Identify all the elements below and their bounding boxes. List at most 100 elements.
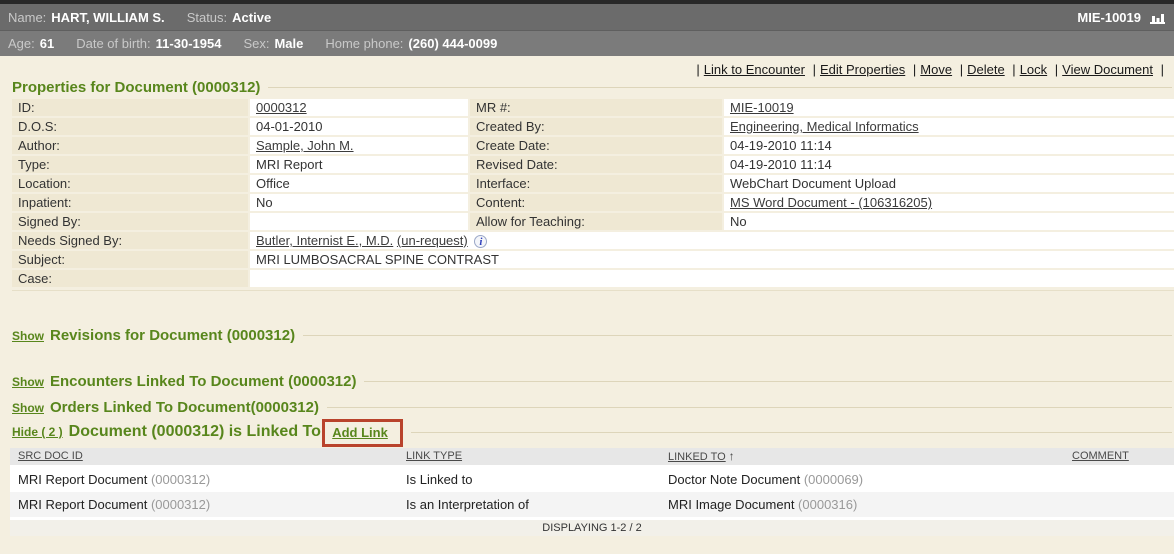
dob-value: 11-30-1954 (155, 36, 222, 51)
properties-section: Properties for Document (0000312) ID: 00… (12, 79, 1174, 291)
prop-value-needs-signed-by: Butler, Internist E., M.D. (un-request) … (250, 232, 1174, 249)
properties-section-head: Properties for Document (0000312) (12, 79, 1174, 96)
show-orders-link[interactable]: Show (12, 400, 44, 415)
prop-label-allow-teaching: Allow for Teaching: (470, 213, 722, 230)
sort-comment-link[interactable]: COMMENT (1072, 450, 1129, 462)
cell-link-type: Is an Interpretation of (406, 497, 529, 512)
linked-table-row: MRI Report Document (0000312) Is Linked … (10, 467, 1174, 492)
sort-ascending-icon: ↑ (728, 449, 735, 463)
header-comment: COMMENT (1064, 448, 1174, 465)
sort-link-type-link[interactable]: LINK TYPE (406, 450, 463, 462)
prop-value-dos: 04-01-2010 (250, 118, 468, 135)
separator: | (959, 62, 964, 77)
prop-value-inpatient: No (250, 194, 468, 211)
phone-label: Home phone: (325, 36, 404, 51)
prop-value-author: Sample, John M. (250, 137, 468, 154)
encounters-title: Encounters Linked To Document (0000312) (50, 373, 357, 390)
linked-to-num: (0000316) (798, 497, 858, 512)
author-link[interactable]: Sample, John M. (256, 138, 354, 153)
cell-linked-to: Doctor Note Document (0000069) (660, 467, 1064, 492)
link-to-encounter-link[interactable]: Link to Encounter (703, 62, 805, 77)
separator: | (1012, 62, 1016, 77)
document-id-link[interactable]: 0000312 (256, 100, 307, 115)
src-doc-num: (0000312) (150, 472, 211, 487)
prop-label-location: Location: (12, 175, 248, 192)
view-document-link[interactable]: View Document (1062, 62, 1153, 77)
separator: | (812, 62, 816, 77)
prop-value-content: MS Word Document - (106316205) (724, 194, 1174, 211)
mr-number-link[interactable]: MIE-10019 (730, 100, 794, 115)
show-revisions-link[interactable]: Show (12, 328, 44, 343)
linked-table-row: MRI Report Document (0000312) Is an Inte… (10, 492, 1174, 517)
prop-value-created-by: Engineering, Medical Informatics (724, 118, 1174, 135)
prop-label-dos: D.O.S: (12, 118, 248, 135)
prop-label-case: Case: (12, 270, 248, 287)
prop-label-type: Type: (12, 156, 248, 173)
separator: | (912, 62, 917, 77)
content-link[interactable]: MS Word Document - (106316205) (730, 195, 933, 210)
unrequest-link[interactable]: (un-request) (396, 233, 468, 248)
status-label: Status: (186, 9, 228, 25)
add-link-button[interactable]: Add Link (332, 425, 388, 440)
bar-chart-icon[interactable] (1149, 10, 1166, 25)
revisions-section: Show Revisions for Document (0000312) (12, 327, 1174, 344)
header-linked-to: LINKED TO ↑ (660, 448, 1064, 465)
cell-comment (1064, 467, 1174, 492)
hide-linked-link[interactable]: Hide ( 2 ) (12, 425, 63, 439)
lock-link[interactable]: Lock (1019, 62, 1048, 77)
delete-link[interactable]: Delete (967, 62, 1005, 77)
show-encounters-link[interactable]: Show (12, 374, 44, 389)
prop-label-mr: MR #: (470, 99, 722, 116)
prop-value-interface: WebChart Document Upload (724, 175, 1174, 192)
mr-number: MIE-10019 (1077, 9, 1141, 25)
properties-table: ID: 0000312 MR #: MIE-10019 D.O.S: 04-01… (12, 99, 1174, 291)
sort-linked-to-link[interactable]: LINKED TO (668, 451, 726, 463)
cell-linked-to: MRI Image Document (0000316) (660, 492, 1064, 517)
move-link[interactable]: Move (920, 62, 953, 77)
prop-label-subject: Subject: (12, 251, 248, 268)
edit-properties-link[interactable]: Edit Properties (820, 62, 906, 77)
document-actions-row: | Link to Encounter | Edit Properties | Mov… (0, 56, 1174, 79)
prop-value-subject: MRI LUMBOSACRAL SPINE CONTRAST (250, 251, 1174, 268)
linked-table-header-row: SRC DOC ID LINK TYPE LINKED TO ↑ COMMENT (10, 448, 1174, 467)
prop-value-signed-by (250, 213, 468, 230)
patient-header-bar: Name: HART, WILLIAM S. Status: Active MI… (0, 4, 1174, 30)
needs-signer-link[interactable]: Butler, Internist E., M.D. (256, 233, 394, 248)
orders-title: Orders Linked To Document(0000312) (50, 399, 319, 416)
src-doc-name: MRI Report Document (18, 472, 151, 487)
prop-value-mr: MIE-10019 (724, 99, 1174, 116)
prop-label-inpatient: Inpatient: (12, 194, 248, 211)
sex-value: Male (274, 36, 304, 51)
prop-value-case (250, 270, 1174, 287)
orders-section-head: Show Orders Linked To Document(0000312) (12, 399, 1174, 416)
separator: | (696, 62, 700, 77)
sort-src-doc-id-link[interactable]: SRC DOC ID (18, 450, 83, 462)
dob-label: Date of birth: (76, 36, 151, 51)
prop-label-created-by: Created By: (470, 118, 722, 135)
cell-comment (1064, 492, 1174, 517)
phone-value: (260) 444-0099 (408, 36, 498, 51)
cell-link-type: Is Linked to (406, 472, 473, 487)
encounters-section: Show Encounters Linked To Document (0000… (12, 373, 1174, 390)
linked-section-head: Hide ( 2 ) Document (0000312) is Linked … (12, 419, 1174, 447)
separator: | (1160, 62, 1164, 77)
info-icon[interactable]: i (474, 235, 488, 249)
table-paging-status: DISPLAYING 1-2 / 2 (10, 517, 1174, 536)
linked-title: Document (0000312) is Linked To: (68, 423, 327, 440)
encounters-section-head: Show Encounters Linked To Document (0000… (12, 373, 1174, 390)
bar-chart-icon-glyph (1150, 13, 1165, 24)
cell-src-doc: MRI Report Document (0000312) (10, 467, 398, 492)
sex-label: Sex: (243, 36, 270, 51)
prop-value-allow-teaching: No (724, 213, 1174, 230)
linked-to-num: (0000069) (803, 472, 864, 487)
orders-section: Show Orders Linked To Document(0000312) (12, 399, 1174, 416)
separator: | (1054, 62, 1059, 77)
patient-status: Active (232, 9, 272, 25)
prop-value-revised-date: 04-19-2010 11:14 (724, 156, 1174, 173)
src-doc-name: MRI Report Document (18, 497, 151, 512)
name-label: Name: (8, 9, 47, 25)
window-top-strip (0, 0, 1174, 4)
created-by-link[interactable]: Engineering, Medical Informatics (730, 119, 919, 134)
prop-label-create-date: Create Date: (470, 137, 722, 154)
prop-label-content: Content: (470, 194, 722, 211)
